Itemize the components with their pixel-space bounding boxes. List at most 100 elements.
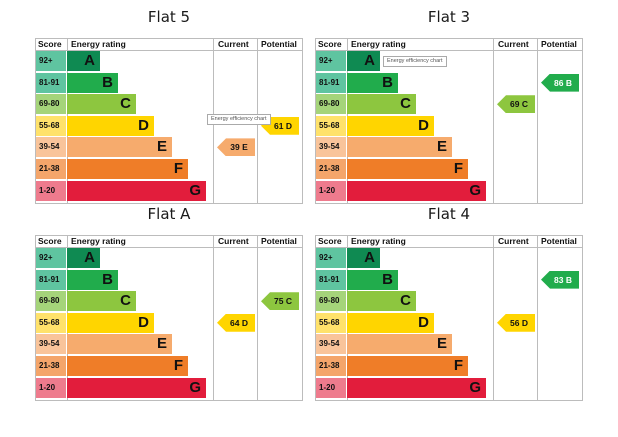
rating-letter: D bbox=[418, 313, 429, 331]
score-range: 55-68 bbox=[316, 115, 346, 136]
chart-grid: Score Energy rating Current Potential 92+ A 81… bbox=[315, 38, 583, 204]
score-range: 1-20 bbox=[316, 180, 346, 201]
rating-bar-b: B bbox=[347, 269, 398, 290]
rating-letter: G bbox=[189, 378, 201, 396]
column-divider bbox=[493, 39, 494, 203]
score-range: 55-68 bbox=[36, 115, 66, 136]
chart-grid: Score Energy rating Current Potential 92+ A 81… bbox=[35, 38, 303, 204]
rating-bar-d: D bbox=[347, 115, 434, 136]
rating-bar-e: E bbox=[67, 137, 172, 158]
score-range: 81-91 bbox=[316, 72, 346, 93]
rating-letter: F bbox=[453, 160, 463, 177]
rating-letter: B bbox=[382, 270, 393, 288]
rating-letter: D bbox=[138, 116, 149, 134]
rating-letter: F bbox=[173, 160, 183, 177]
rating-bar-a: A bbox=[347, 248, 380, 268]
header-rating: Energy rating bbox=[71, 236, 126, 246]
rating-letter: G bbox=[469, 181, 481, 199]
score-range: 39-54 bbox=[316, 137, 346, 158]
rating-letter: E bbox=[156, 335, 167, 353]
rating-bar-g: G bbox=[347, 180, 486, 201]
rating-bar-f: F bbox=[347, 159, 468, 179]
rating-letter: E bbox=[436, 335, 447, 353]
chart-title: Flat 3 bbox=[427, 8, 471, 26]
header-current: Current bbox=[218, 39, 249, 49]
rating-bar-c: C bbox=[347, 291, 416, 312]
rating-bar-c: C bbox=[347, 94, 416, 115]
rating-letter: C bbox=[400, 95, 411, 113]
score-range: 81-91 bbox=[36, 269, 66, 290]
tooltip: Energy efficiency chart bbox=[207, 114, 271, 125]
score-range: 69-80 bbox=[316, 94, 346, 115]
header-potential: Potential bbox=[261, 236, 297, 246]
score-range: 1-20 bbox=[36, 377, 66, 398]
column-divider bbox=[537, 39, 538, 203]
rating-letter: B bbox=[102, 270, 113, 288]
score-range: 55-68 bbox=[316, 312, 346, 333]
current-rating-arrow: 56 D bbox=[497, 313, 535, 332]
rating-letter: E bbox=[156, 138, 167, 156]
header-rating: Energy rating bbox=[351, 236, 406, 246]
header-current: Current bbox=[498, 39, 529, 49]
chart-title: Flat 5 bbox=[147, 8, 191, 26]
score-range: 1-20 bbox=[36, 180, 66, 201]
chart-grid: Score Energy rating Current Potential 92+ A 81… bbox=[35, 235, 303, 401]
rating-bar-a: A bbox=[67, 51, 100, 71]
score-range: 81-91 bbox=[36, 72, 66, 93]
header-potential: Potential bbox=[261, 39, 297, 49]
score-range: 92+ bbox=[36, 248, 66, 268]
header-divider bbox=[316, 247, 582, 248]
score-range: 81-91 bbox=[316, 269, 346, 290]
header-divider bbox=[316, 50, 582, 51]
rating-letter: C bbox=[120, 292, 131, 310]
rating-bar-b: B bbox=[347, 72, 398, 93]
rating-bar-c: C bbox=[67, 291, 136, 312]
rating-letter: B bbox=[102, 73, 113, 91]
rating-bar-e: E bbox=[67, 334, 172, 355]
rating-bar-e: E bbox=[347, 334, 452, 355]
rating-bar-f: F bbox=[67, 356, 188, 376]
rating-bar-b: B bbox=[67, 72, 118, 93]
potential-rating-arrow: 75 C bbox=[261, 292, 299, 311]
rating-letter: A bbox=[364, 249, 375, 266]
score-range: 21-38 bbox=[316, 356, 346, 376]
header-current: Current bbox=[498, 236, 529, 246]
rating-letter: C bbox=[400, 292, 411, 310]
rating-letter: G bbox=[469, 378, 481, 396]
score-range: 21-38 bbox=[36, 159, 66, 179]
header-rating: Energy rating bbox=[71, 39, 126, 49]
score-range: 39-54 bbox=[316, 334, 346, 355]
rating-bar-d: D bbox=[67, 115, 154, 136]
column-divider bbox=[213, 236, 214, 400]
column-divider bbox=[257, 236, 258, 400]
header-score: Score bbox=[38, 236, 62, 246]
rating-letter: F bbox=[453, 357, 463, 374]
epc-chart: Flat 3 Score Energy rating Current Potential… bbox=[315, 8, 583, 216]
rating-bar-g: G bbox=[67, 377, 206, 398]
header-score: Score bbox=[318, 236, 342, 246]
epc-chart: Flat 4 Score Energy rating Current Potential… bbox=[315, 205, 583, 413]
rating-bar-a: A bbox=[67, 248, 100, 268]
rating-bar-a: A bbox=[347, 51, 380, 71]
tooltip: Energy efficiency chart bbox=[383, 56, 447, 67]
epc-chart: Flat A Score Energy rating Current Potential… bbox=[35, 205, 303, 413]
rating-bar-g: G bbox=[67, 180, 206, 201]
score-range: 21-38 bbox=[316, 159, 346, 179]
header-divider bbox=[36, 247, 302, 248]
current-rating-arrow: 39 E bbox=[217, 138, 255, 157]
score-range: 69-80 bbox=[316, 291, 346, 312]
header-current: Current bbox=[218, 236, 249, 246]
rating-letter: A bbox=[364, 52, 375, 69]
rating-letter: C bbox=[120, 95, 131, 113]
score-range: 39-54 bbox=[36, 334, 66, 355]
header-divider bbox=[36, 50, 302, 51]
rating-bar-d: D bbox=[67, 312, 154, 333]
header-rating: Energy rating bbox=[351, 39, 406, 49]
rating-letter: D bbox=[418, 116, 429, 134]
rating-bar-d: D bbox=[347, 312, 434, 333]
rating-letter: F bbox=[173, 357, 183, 374]
rating-letter: G bbox=[189, 181, 201, 199]
rating-letter: A bbox=[84, 52, 95, 69]
current-rating-arrow: 64 D bbox=[217, 313, 255, 332]
rating-bar-g: G bbox=[347, 377, 486, 398]
